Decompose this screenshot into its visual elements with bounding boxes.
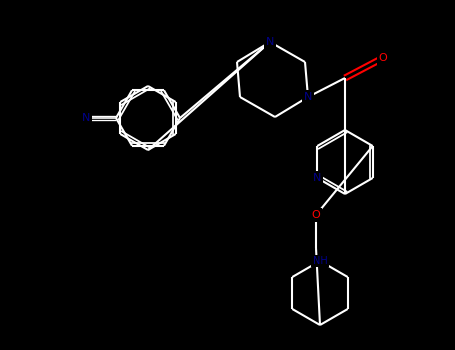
Text: O: O [312, 210, 320, 220]
Text: NH: NH [313, 256, 328, 266]
Text: N: N [82, 113, 90, 123]
Text: N: N [313, 173, 322, 183]
Text: N: N [304, 92, 312, 102]
Text: O: O [379, 53, 387, 63]
Text: N: N [266, 37, 274, 47]
